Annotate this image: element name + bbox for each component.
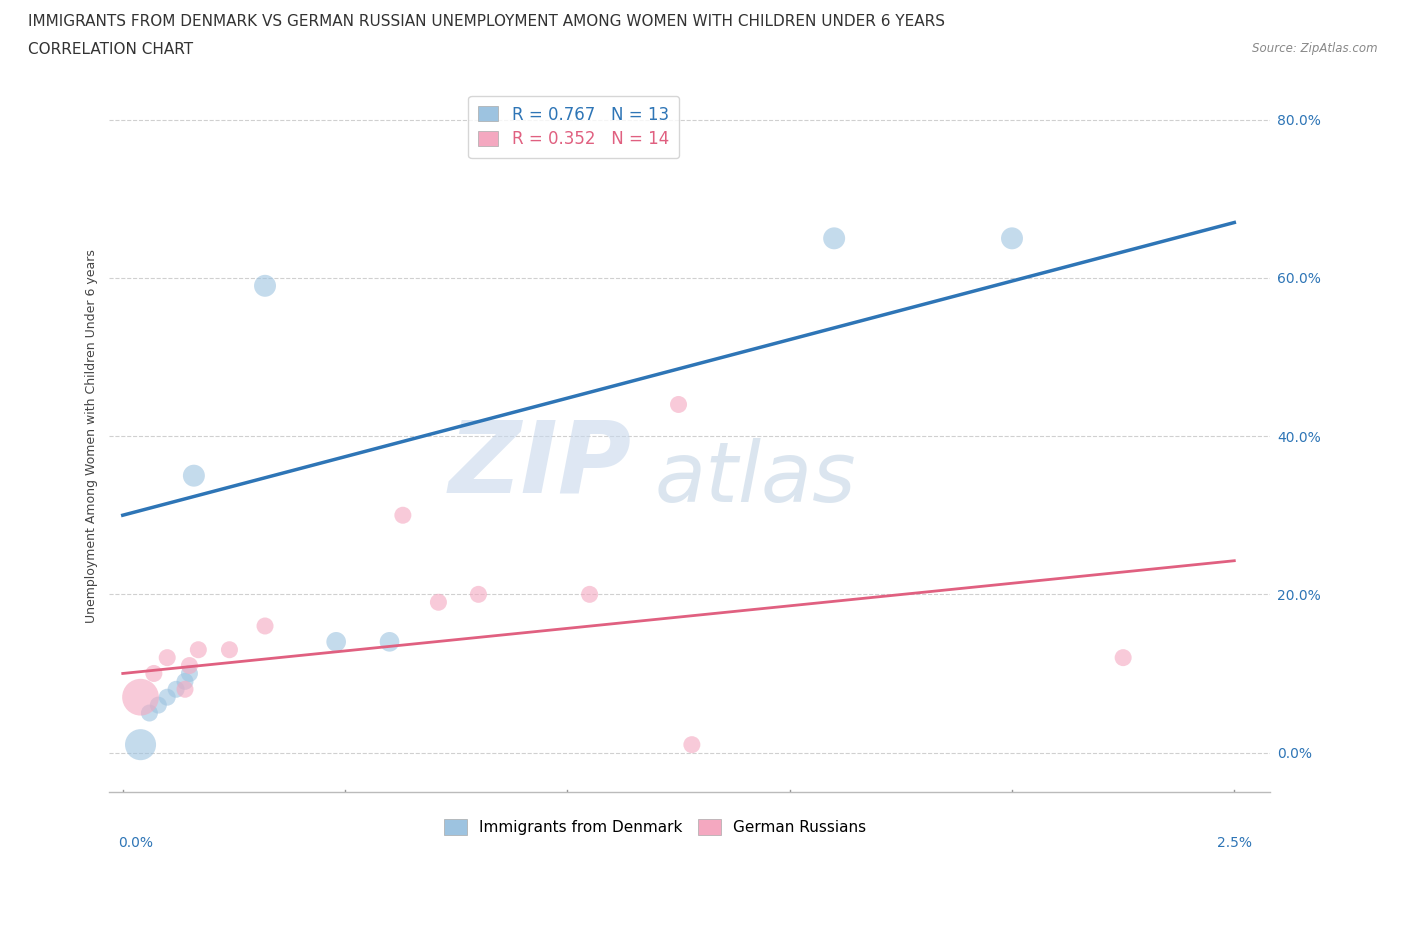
Point (129, 737, 152, 752)
Point (174, 674, 197, 689)
Text: 0.0%: 0.0% (118, 836, 153, 850)
Point (138, 706, 160, 721)
Point (378, 634, 401, 649)
Point (156, 650, 179, 665)
Point (253, 618, 276, 633)
Point (142, 666, 165, 681)
Point (253, 278, 276, 293)
Point (156, 690, 179, 705)
Point (129, 690, 152, 705)
Text: atlas: atlas (655, 438, 856, 519)
Y-axis label: Unemployment Among Women with Children Under 6 years: Unemployment Among Women with Children U… (86, 249, 98, 623)
Point (427, 595, 450, 610)
Point (823, 231, 845, 246)
Point (578, 587, 600, 602)
Point (179, 666, 201, 681)
Point (1001, 231, 1024, 246)
Point (218, 643, 240, 658)
Point (165, 682, 187, 697)
Text: 2.5%: 2.5% (1218, 836, 1253, 850)
Point (187, 643, 209, 658)
Point (179, 658, 201, 673)
Text: CORRELATION CHART: CORRELATION CHART (28, 42, 193, 57)
Point (174, 682, 197, 697)
Point (183, 468, 205, 483)
Point (467, 587, 489, 602)
Point (325, 634, 347, 649)
Text: Source: ZipAtlas.com: Source: ZipAtlas.com (1253, 42, 1378, 55)
Legend: R = 0.767   N = 13, R = 0.352   N = 14: R = 0.767 N = 13, R = 0.352 N = 14 (468, 96, 679, 158)
Text: ZIP: ZIP (449, 416, 631, 513)
Point (148, 698, 170, 712)
Point (668, 397, 690, 412)
Text: IMMIGRANTS FROM DENMARK VS GERMAN RUSSIAN UNEMPLOYMENT AMONG WOMEN WITH CHILDREN: IMMIGRANTS FROM DENMARK VS GERMAN RUSSIA… (28, 14, 945, 29)
Point (392, 508, 415, 523)
Point (1112, 650, 1135, 665)
Point (681, 737, 703, 752)
